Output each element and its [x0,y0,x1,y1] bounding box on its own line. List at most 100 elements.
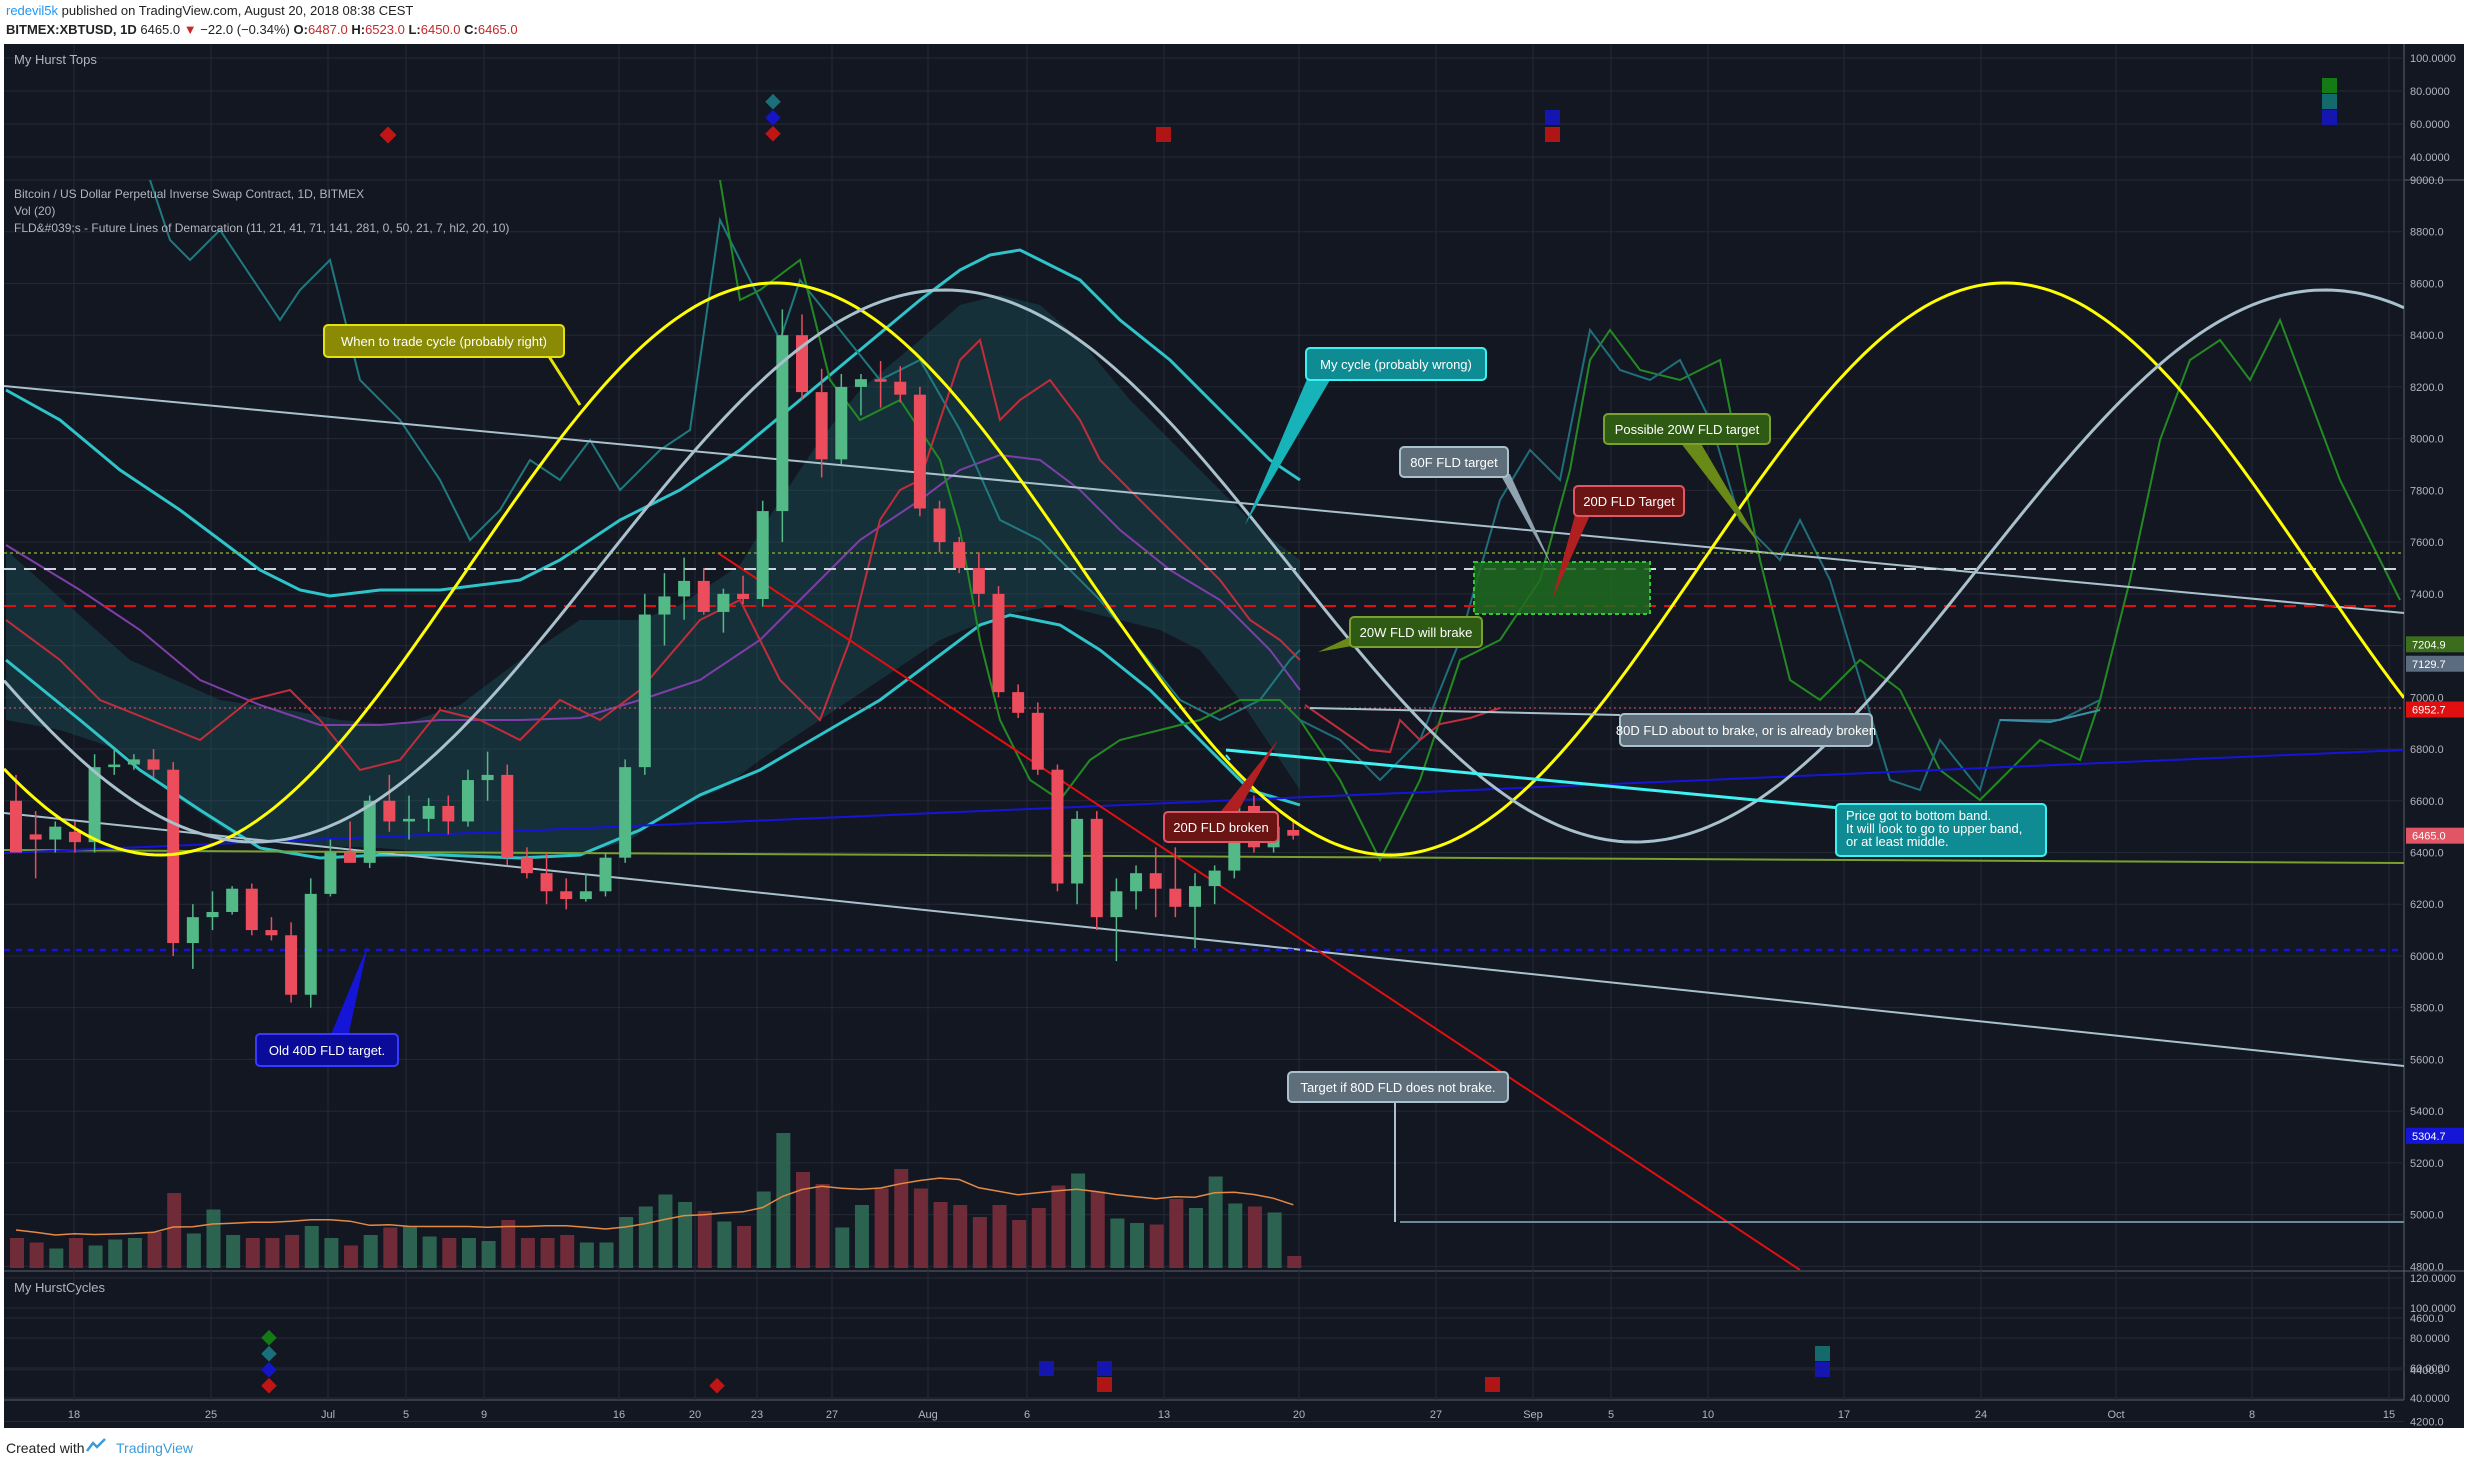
price-tick-label: 6000.0 [2410,951,2444,963]
candle-body [29,834,42,840]
volume-bar [1012,1220,1027,1268]
time-tick-label: 20 [689,1409,701,1421]
candle-body [619,767,632,858]
candle-body [1090,818,1103,918]
volume-bar [167,1193,182,1268]
volume-bar [894,1169,909,1268]
volume-bar [756,1191,771,1268]
candle-body [658,596,671,615]
bottom-pane-tick-label: 80.0000 [2410,1333,2450,1345]
created-with-text: Created with [6,1440,85,1456]
candle-body [1169,888,1182,907]
tradingview-logo-icon [86,1438,106,1452]
candle-body [1031,712,1044,770]
price-label-badge [2406,827,2464,844]
time-tick-label: 6 [1024,1409,1030,1421]
candle-body [1149,873,1162,889]
candle-body [108,764,121,768]
annotation-20d-fld-target[interactable]: 20D FLD Target [1552,485,1685,600]
volume-bar [737,1226,752,1268]
possible-20w-label: Possible 20W FLD target [1615,422,1760,437]
candle-body [1012,692,1025,713]
annotation-price-bottom-band[interactable]: Price got to bottom band. It will look t… [1835,803,2047,857]
price-label-text: 7204.9 [2412,639,2446,651]
candle-body [953,542,966,568]
volume-bar [1090,1191,1105,1268]
volume-bar [422,1236,437,1268]
candlesticks [10,309,1300,1008]
volume-bar [29,1242,44,1268]
time-tick-label: 18 [68,1409,80,1421]
candle-body [265,930,278,936]
time-tick-label: 13 [1158,1409,1170,1421]
annotation-20w-fld-brake[interactable]: 20W FLD will brake [1318,616,1483,652]
author-link[interactable]: redevil5k [6,3,59,18]
annotation-my-cycle[interactable]: My cycle (probably wrong) [1245,347,1487,525]
annotation-80d-fld-broken[interactable]: 80D FLD about to brake, or is already br… [1616,713,1876,747]
annotation-trade-cycle[interactable]: When to trade cycle (probably right) [323,324,582,406]
candle-body [226,888,239,912]
time-tick-label: 16 [613,1409,625,1421]
candle-body [68,831,81,843]
price-tick-label: 7400.0 [2410,589,2444,601]
tradingview-brand-link[interactable]: TradingView [116,1440,194,1456]
volume-bar [10,1238,24,1268]
time-tick-label: 8 [2249,1409,2255,1421]
volume-bar [1031,1208,1046,1268]
candle-body [1208,870,1221,887]
candle-body [383,800,396,822]
candle-body [717,593,730,612]
candle-body [403,818,415,822]
annotation-80f-fld-target[interactable]: 80F FLD target [1399,446,1553,568]
top-marker-teal-square [2322,94,2337,109]
annotation-old-40d-target[interactable]: Old 40D FLD target. [255,945,399,1067]
candle-body [422,805,435,819]
fld-red-line [5,338,1301,772]
high-label: H: [351,22,366,37]
price-tick-label: 8200.0 [2410,382,2444,394]
target-80d-label: Target if 80D FLD does not brake. [1300,1080,1495,1095]
lower-trendline [4,812,2404,1067]
price-bottom-line-2: It will look to go to upper band, [1846,821,2022,836]
candle-body [638,614,651,768]
volume-bar [265,1238,280,1268]
fld-indicator-legend: FLD&#039;s - Future Lines of Demarcation… [14,221,509,235]
time-tick-label: 24 [1975,1409,1987,1421]
bottom-pane-tick-label: 100.0000 [2410,1303,2456,1315]
time-tick-label: 23 [751,1409,763,1421]
gridlines [4,44,2404,1423]
volume-bar [88,1245,103,1268]
top-marker-blue-square [1545,110,1560,125]
candle-body [245,888,258,931]
chart-canvas[interactable]: 9000.0 8800.0 8600.0 8400.0 8200.0 8000.0 7800… [0,42,2468,1428]
price-axis: 9000.0 8800.0 8600.0 8400.0 8200.0 8000.0 7800… [2410,53,2456,1428]
candle-body [1051,769,1064,884]
annotation-target-80d[interactable]: Target if 80D FLD does not brake. [1287,1071,1509,1103]
candle-body [304,893,317,995]
teal-fld-tail [1999,709,2101,724]
volume-bar [1071,1173,1086,1268]
volume-bar [854,1205,869,1268]
volume-bar [1189,1208,1203,1268]
volume-bar [108,1239,123,1268]
volume-bar [186,1233,201,1268]
time-tick-label: 9 [481,1409,487,1421]
volume-bar [1130,1223,1145,1268]
low-label: L: [408,22,421,37]
candle-body [697,580,710,612]
time-tick-label: Oct [2107,1409,2124,1421]
annotation-20d-fld-broken[interactable]: 20D FLD broken [1163,740,1279,843]
candle-body [894,381,907,395]
annotation-possible-20w-target[interactable]: Possible 20W FLD target [1603,413,1771,548]
high-value: 6523.0 [365,22,405,37]
price-tick-label: 9000.0 [2410,175,2444,187]
symbol-line: BITMEX:XBTUSD, 1D 6465.0 ▼ −22.0 (−0.34%… [6,22,518,37]
price-tick-label: 6400.0 [2410,847,2444,859]
volume-bar [127,1238,142,1268]
bottom-pane-tick-label: 40.0000 [2410,1393,2450,1405]
volume-bar [403,1226,417,1268]
fld-80d-pointer [1309,707,1621,716]
my-cycle-label: My cycle (probably wrong) [1320,357,1472,372]
price-tick-label: 5400.0 [2410,1106,2444,1118]
price-tick-label: 4800.0 [2410,1261,2444,1273]
